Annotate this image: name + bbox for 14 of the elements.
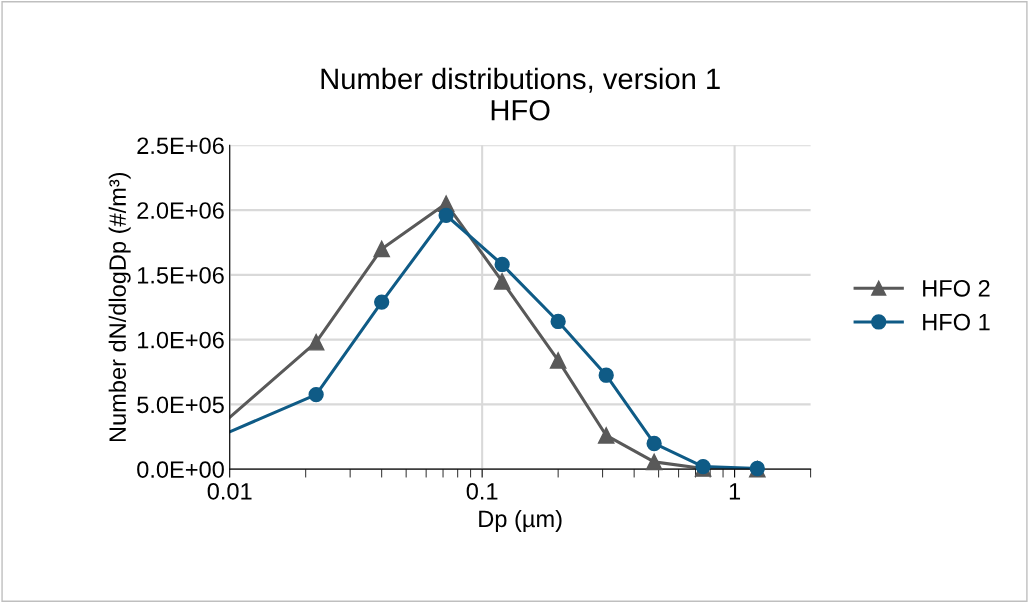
x-tick-label: 0.1 [466, 482, 498, 500]
y-tick-label: 2.5E+06 [137, 137, 224, 155]
x-tick-label: 1 [729, 483, 741, 500]
y-tick-label: 1.5E+06 [138, 266, 224, 284]
y-tick-label: 2.0E+06 [137, 202, 224, 219]
legend-label: HFO 2 [923, 279, 990, 297]
legend-label: HFO 1 [923, 313, 990, 331]
y-tick-label: 1.0E+06 [138, 331, 224, 349]
y-tick-label: 5.0E+05 [137, 396, 224, 414]
y-axis-title: Number dN/dlogDp (#/m³) [108, 172, 131, 442]
chart-title: Number distributions, version 1 HFO [321, 67, 720, 121]
x-axis-title: Dp (µm) [479, 509, 562, 532]
y-tick-label: 0.0E+00 [137, 461, 224, 478]
x-tick-label: 0.01 [207, 482, 252, 500]
